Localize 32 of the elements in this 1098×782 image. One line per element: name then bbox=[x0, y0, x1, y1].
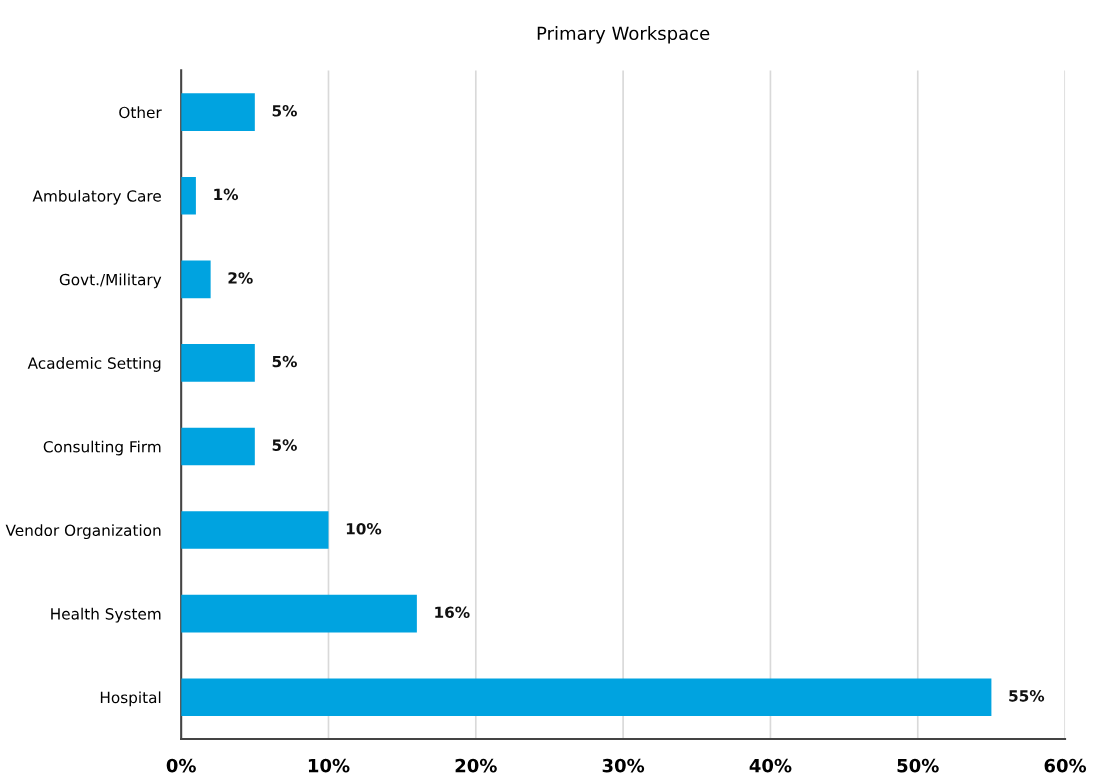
data-label: 1% bbox=[214, 188, 239, 201]
data-label: 5% bbox=[272, 439, 297, 451]
y-tick-label: Ambulatory Care bbox=[32, 189, 161, 205]
y-tick-label: Hospital bbox=[100, 691, 161, 707]
x-tick-label: 60% bbox=[1044, 758, 1087, 773]
x-tick-label: 50% bbox=[897, 758, 939, 773]
y-tick-label: Govt./Military bbox=[59, 273, 162, 289]
x-tick-label: 30% bbox=[602, 758, 645, 773]
chart-title: Primary Workspace bbox=[537, 26, 710, 44]
data-label: 5% bbox=[272, 105, 297, 117]
x-tick-label: 10% bbox=[308, 758, 350, 773]
bar bbox=[181, 594, 417, 633]
y-tick-label: Academic Setting bbox=[27, 357, 161, 372]
bar bbox=[181, 176, 196, 215]
bar bbox=[181, 93, 255, 131]
x-tick-label: 20% bbox=[455, 758, 497, 773]
bar bbox=[181, 344, 255, 382]
data-label: 2% bbox=[228, 272, 253, 284]
y-tick-label: Vendor Organization bbox=[5, 524, 161, 540]
y-tick-label: Consulting Firm bbox=[43, 440, 161, 456]
data-label: 10% bbox=[346, 522, 382, 535]
bar bbox=[181, 511, 329, 549]
x-tick-label: 0% bbox=[166, 758, 196, 773]
x-tick-label: 40% bbox=[749, 758, 792, 773]
y-tick-label: Health System bbox=[51, 607, 161, 623]
data-label: 55% bbox=[1009, 690, 1045, 702]
y-tick-label: Other bbox=[119, 106, 162, 119]
bar bbox=[181, 427, 255, 466]
bar bbox=[181, 678, 992, 717]
data-label: 5% bbox=[272, 355, 297, 368]
data-label: 16% bbox=[435, 606, 470, 619]
bar bbox=[181, 260, 211, 299]
